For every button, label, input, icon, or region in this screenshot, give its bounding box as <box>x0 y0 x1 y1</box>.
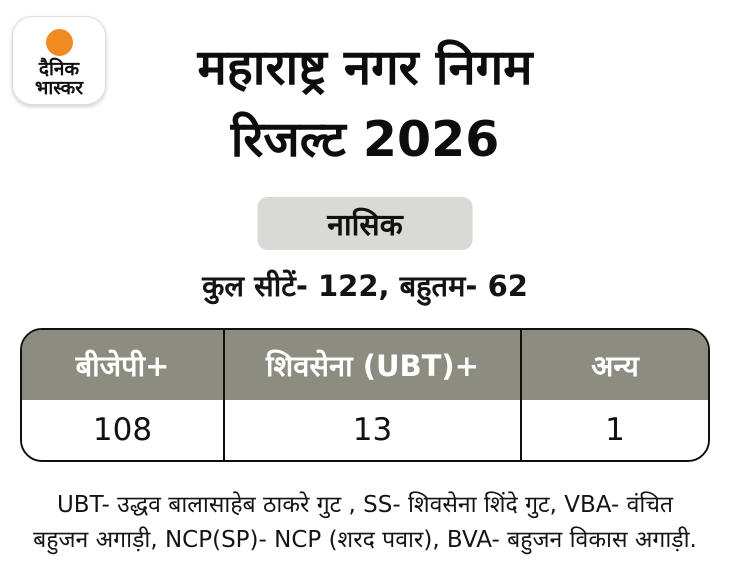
city-badge: नासिक <box>257 197 473 250</box>
title-line2: रिजल्ट 2026 <box>230 110 500 168</box>
logo-sun-icon <box>45 29 73 56</box>
value-bjp: 108 <box>22 400 223 460</box>
results-table-value-row: 108 13 1 <box>22 400 708 460</box>
value-others: 1 <box>520 400 708 460</box>
column-header-others: अन्य <box>520 330 708 400</box>
logo-text-line2: भास्कर <box>34 77 84 99</box>
column-header-bjp: बीजेपी+ <box>22 330 223 400</box>
seats-summary: कुल सीटें- 122, बहुतम- 62 <box>202 269 528 303</box>
footnote-line2: बहुजन अगाड़ी, NCP(SP)- NCP (शरद पवार), B… <box>33 526 697 553</box>
results-table-header-row: बीजेपी+ शिवसेना (UBT)+ अन्य <box>22 330 708 400</box>
column-header-shivsena-ubt: शिवसेना (UBT)+ <box>223 330 520 400</box>
value-shivsena-ubt: 13 <box>223 400 520 460</box>
dainik-bhaskar-logo: दैनिक भास्कर <box>12 16 106 105</box>
page-title: महाराष्ट्र नगर निगम रिजल्ट 2026 <box>0 32 730 175</box>
abbreviation-footnote: UBT- उद्धव बालासाहेब ठाकरे गुट , SS- शिव… <box>0 488 730 558</box>
logo-text-line1: दैनिक <box>38 58 80 80</box>
footnote-line1: UBT- उद्धव बालासाहेब ठाकरे गुट , SS- शिव… <box>56 492 674 518</box>
results-table: बीजेपी+ शिवसेना (UBT)+ अन्य 108 13 1 <box>20 328 710 462</box>
title-line1: महाराष्ट्र नगर निगम <box>197 39 533 96</box>
